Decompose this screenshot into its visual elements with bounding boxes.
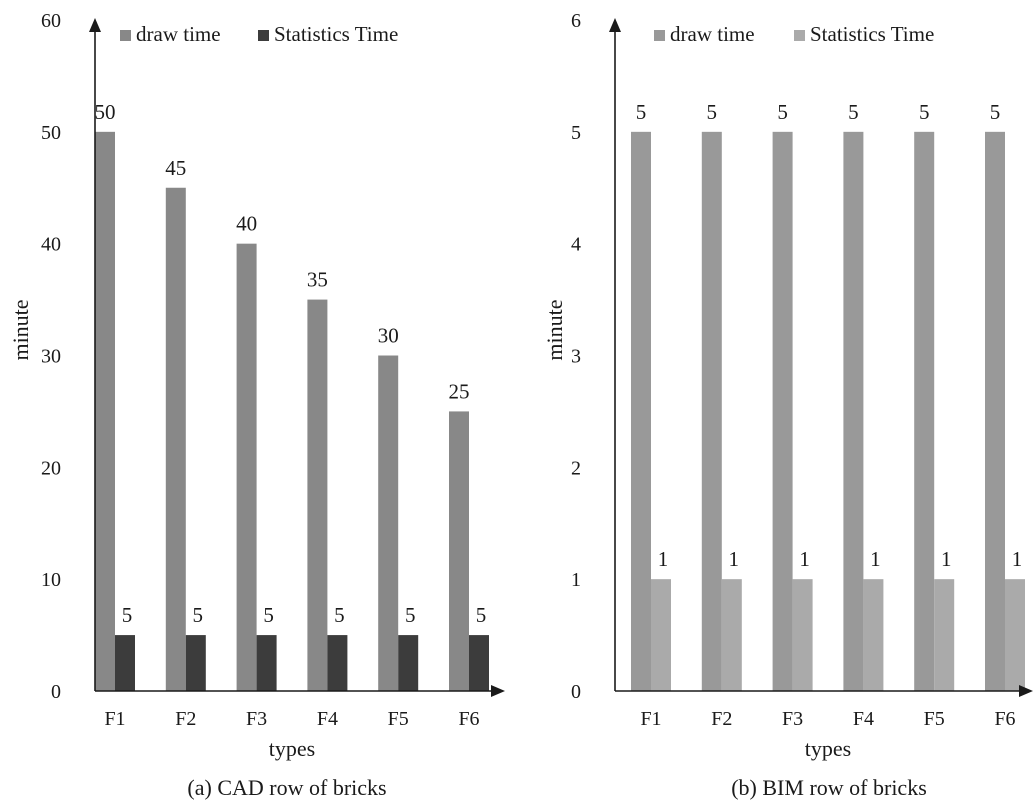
bar-statistics-time	[721, 579, 742, 691]
x-axis-title: types	[805, 736, 851, 761]
bar-draw-time	[843, 131, 864, 692]
panel-caption: (a) CAD row of bricks	[187, 775, 386, 800]
x-axis-title: types	[269, 736, 315, 761]
y-tick-label: 40	[41, 234, 61, 256]
y-tick-label: 6	[571, 10, 581, 32]
x-tick-label: F3	[782, 708, 803, 730]
y-tick-label: 20	[41, 457, 61, 479]
bar-draw-time	[378, 355, 399, 691]
y-axis-arrow	[609, 18, 621, 32]
data-label: 1	[1012, 547, 1023, 571]
bar-draw-time	[236, 243, 257, 691]
bar-statistics-time	[256, 635, 277, 691]
y-tick-label: 50	[41, 122, 61, 144]
data-label: 1	[729, 547, 740, 571]
y-tick-label: 2	[571, 457, 581, 479]
legend-swatch	[258, 30, 269, 41]
y-tick-label: 1	[571, 569, 581, 591]
x-tick-label: F1	[104, 708, 125, 730]
data-label: 50	[95, 100, 116, 124]
bar-draw-time	[701, 131, 722, 692]
bar-statistics-time	[398, 635, 419, 691]
legend-label: draw time	[670, 22, 755, 46]
x-tick-label: F5	[388, 708, 409, 730]
y-tick-label: 0	[571, 681, 581, 703]
bar-statistics-time	[469, 635, 489, 691]
y-tick-label: 30	[41, 346, 61, 368]
x-tick-label: F4	[853, 708, 874, 730]
data-label: 40	[236, 212, 257, 236]
bar-draw-time	[985, 131, 1005, 692]
data-label: 5	[707, 100, 718, 124]
data-label: 25	[449, 379, 470, 403]
bar-draw-time	[449, 411, 469, 691]
y-tick-label: 10	[41, 569, 61, 591]
legend-label: Statistics Time	[810, 22, 934, 46]
bar-statistics-time	[863, 579, 884, 691]
data-label: 5	[919, 100, 930, 124]
x-tick-label: F5	[924, 708, 945, 730]
data-label: 5	[334, 603, 345, 627]
legend-label: draw time	[136, 22, 221, 46]
bar-statistics-time	[115, 635, 135, 691]
data-label: 5	[636, 100, 647, 124]
data-label: 5	[405, 603, 416, 627]
data-label: 5	[990, 100, 1001, 124]
x-tick-label: F2	[175, 708, 196, 730]
panel-caption: (b) BIM row of bricks	[731, 775, 927, 800]
data-label: 5	[263, 603, 274, 627]
data-label: 5	[122, 603, 133, 627]
bar-statistics-time	[651, 579, 671, 691]
data-label: 45	[165, 156, 186, 180]
bar-statistics-time	[1005, 579, 1025, 691]
data-label: 35	[307, 268, 328, 292]
y-tick-label: 4	[571, 234, 581, 256]
y-axis-title: minute	[8, 299, 33, 360]
data-label: 1	[870, 547, 881, 571]
y-tick-label: 3	[571, 346, 581, 368]
bar-statistics-time	[934, 579, 955, 691]
bar-statistics-time	[792, 579, 813, 691]
data-label: 5	[848, 100, 859, 124]
y-tick-label: 60	[41, 10, 61, 32]
x-tick-label: F4	[317, 708, 338, 730]
legend-swatch	[120, 30, 131, 41]
legend-swatch	[654, 30, 665, 41]
data-label: 5	[193, 603, 204, 627]
data-label: 5	[476, 603, 487, 627]
y-tick-label: 0	[51, 681, 61, 703]
x-tick-label: F3	[246, 708, 267, 730]
y-tick-label: 5	[571, 122, 581, 144]
data-label: 1	[658, 547, 669, 571]
y-axis-title: minute	[542, 299, 567, 360]
bar-draw-time	[631, 131, 651, 692]
legend-label: Statistics Time	[274, 22, 398, 46]
chart-panel-cad: 0 10 20 30 40 50 60 50 5 F1 45 5 F2 40 5 F3 35 5 F4 30 5 F5 25…	[8, 10, 505, 800]
bar-draw-time	[772, 131, 793, 692]
data-label: 30	[378, 324, 399, 348]
x-tick-label: F6	[994, 708, 1015, 730]
legend-swatch	[794, 30, 805, 41]
bar-statistics-time	[327, 635, 348, 691]
chart-panel-bim: 0 1 2 3 4 5 6 5 1 F1 5 1 F2 5 1 F3 5 1 F4 5 1 F5 5 1 F6 draw time…	[542, 10, 1033, 800]
bar-draw-time	[914, 131, 935, 692]
x-tick-label: F6	[458, 708, 479, 730]
x-tick-label: F2	[711, 708, 732, 730]
bar-statistics-time	[185, 635, 206, 691]
bar-draw-time	[307, 299, 328, 691]
bar-draw-time	[95, 131, 115, 692]
y-axis-arrow	[89, 18, 101, 32]
data-label: 5	[777, 100, 788, 124]
x-tick-label: F1	[640, 708, 661, 730]
data-label: 1	[941, 547, 952, 571]
bar-draw-time	[165, 187, 186, 691]
data-label: 1	[799, 547, 810, 571]
x-axis-arrow	[491, 685, 505, 697]
x-axis-arrow	[1019, 685, 1033, 697]
